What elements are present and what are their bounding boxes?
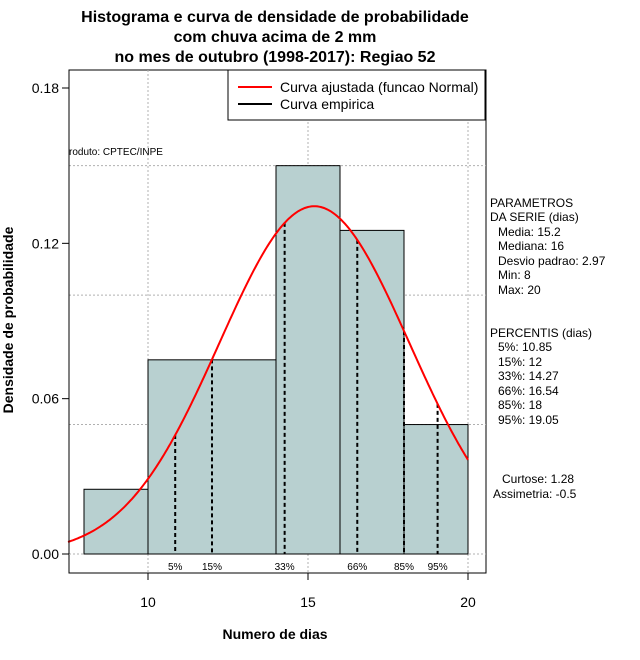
percentile-lines: 5% 15% 33% 66% 85% 95%: [168, 222, 448, 573]
histogram-bar-0: [83, 488, 149, 555]
x-tick-label: 20: [460, 594, 476, 610]
y-tick-label: 0.18: [32, 80, 59, 96]
y-tick-label: 0.00: [32, 546, 59, 562]
percentil-85: 85%: 18: [498, 398, 542, 412]
credit-text: roduto: CPTEC/INPE: [69, 147, 163, 158]
percentile-label-1: 15%: [202, 562, 222, 573]
density-curve: [67, 205, 469, 543]
percentil-95: 95%: 19.05: [498, 413, 559, 427]
percentil-66: 66%: 16.54: [498, 384, 559, 398]
params-heading2: DA SERIE (dias): [490, 210, 579, 224]
x-tick-label: 10: [140, 594, 156, 610]
legend-label-empirical: Curva empirica: [280, 96, 374, 112]
stat-assimetria: Assimetria: -0.5: [493, 487, 577, 501]
y-tick-label: 0.06: [32, 391, 59, 407]
percentile-label-5: 95%: [428, 562, 448, 573]
normal-curve: [67, 205, 469, 543]
percentile-label-3: 66%: [347, 562, 367, 573]
y-tick-label: 0.12: [32, 235, 59, 251]
histogram-bar-2: [275, 165, 341, 555]
param-min: Min: 8: [498, 268, 531, 282]
x-tick-label: 15: [300, 594, 316, 610]
x-axis-title: Numero de dias: [222, 626, 327, 642]
histogram-bar-4: [403, 424, 469, 555]
percentile-label-4: 85%: [394, 562, 414, 573]
param-mediana: Mediana: 16: [498, 239, 564, 253]
legend: Curva ajustada (funcao Normal) Curva emp…: [227, 69, 486, 121]
stats-panel: PARAMETROS DA SERIE (dias) Media: 15.2 M…: [490, 196, 606, 501]
chart-title-line3: no mes de outubro (1998-2017): Regiao 52: [115, 49, 436, 66]
stat-curtose: Curtose: 1.28: [502, 472, 574, 486]
chart-title-line1: Histograma e curva de densidade de proba…: [81, 9, 469, 26]
legend-label-normal: Curva ajustada (funcao Normal): [280, 79, 478, 95]
param-media: Media: 15.2: [498, 225, 561, 239]
percentil-5: 5%: 10.85: [498, 340, 552, 354]
legend-box: [227, 69, 486, 121]
axes: 10 15 20 0.00 0.06 0.12 0.18: [32, 80, 476, 610]
percentile-label-0: 5%: [168, 562, 183, 573]
histogram-bars: [83, 165, 469, 555]
percentile-label-2: 33%: [275, 562, 295, 573]
y-axis-title: Densidade de probabilidade: [0, 226, 16, 413]
percentis-heading: PERCENTIS (dias): [490, 326, 592, 340]
percentil-33: 33%: 14.27: [498, 369, 559, 383]
histogram-bar-3: [339, 229, 405, 555]
params-heading1: PARAMETROS: [490, 196, 573, 210]
param-desvio: Desvio padrao: 2.97: [498, 254, 606, 268]
percentil-15: 15%: 12: [498, 355, 542, 369]
chart-title-line2: com chuva acima de 2 mm: [174, 29, 377, 46]
param-max: Max: 20: [498, 283, 541, 297]
